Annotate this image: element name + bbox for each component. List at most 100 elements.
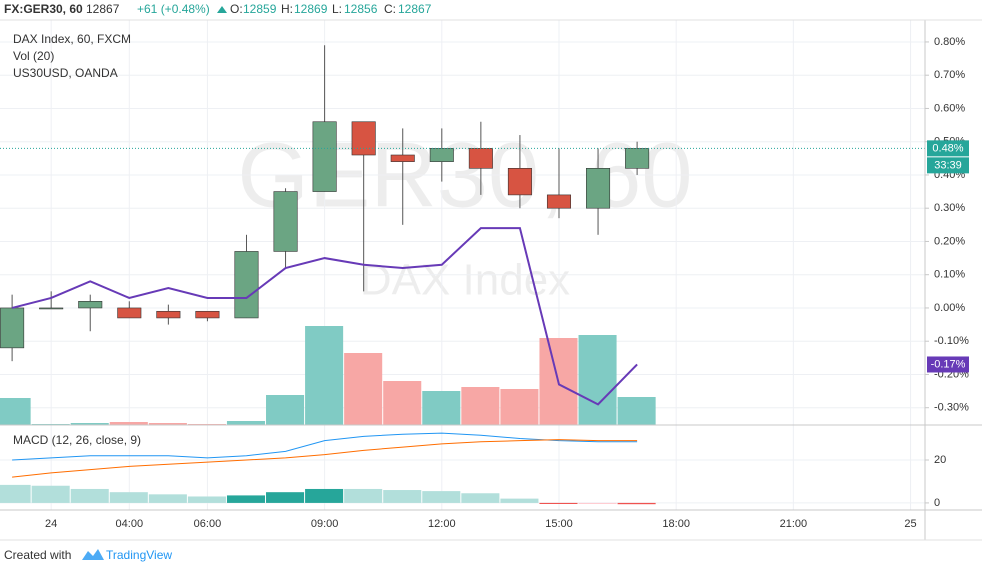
y-tick-label: -0.10% xyxy=(934,335,969,347)
x-tick-label: 18:00 xyxy=(662,518,690,530)
volume-bar xyxy=(617,397,656,425)
ohlc-value: 12869 xyxy=(294,2,328,16)
y-tick-label: 0.10% xyxy=(934,269,965,281)
price-label: 0.48% xyxy=(932,142,963,154)
histogram-bar xyxy=(578,502,617,504)
histogram-bar xyxy=(31,485,70,503)
x-tick-label: 21:00 xyxy=(780,518,808,530)
candle-body xyxy=(625,148,650,169)
price-label-box xyxy=(927,356,969,373)
histogram-bar xyxy=(383,490,422,503)
histogram-bar xyxy=(266,492,305,503)
histogram-bar xyxy=(500,498,539,503)
last-price: 12867 xyxy=(86,2,120,16)
y-tick-label: 0.70% xyxy=(934,69,965,81)
volume-bar xyxy=(461,387,500,425)
volume-bar xyxy=(226,421,266,425)
histogram-bar xyxy=(148,494,187,503)
watermark-text: DAX Index xyxy=(360,256,570,305)
compare-line xyxy=(11,227,638,406)
candle-body xyxy=(117,307,142,319)
candle-body xyxy=(39,307,64,310)
y-tick-label: 0.00% xyxy=(934,302,965,314)
symbol: FX:GER30, 60 xyxy=(4,2,83,16)
candle-body xyxy=(195,310,220,319)
macd-line xyxy=(12,432,638,461)
volume-bar xyxy=(383,381,422,425)
histogram-bar xyxy=(344,488,383,503)
volume-bar xyxy=(344,353,383,425)
countdown: 33:39 xyxy=(934,159,962,171)
volume-bar xyxy=(578,335,617,425)
x-tick-label: 06:00 xyxy=(194,518,222,530)
volume-bar xyxy=(305,326,344,425)
y-tick-label: 0.20% xyxy=(934,235,965,247)
price-label: -0.17% xyxy=(931,358,966,370)
candle-body xyxy=(351,121,376,156)
candle-body xyxy=(429,148,454,162)
x-tick-label: 04:00 xyxy=(116,518,144,530)
footer: Created with TradingView xyxy=(4,548,172,562)
legend: DAX Index, 60, FXCM Vol (20) US30USD, OA… xyxy=(13,32,141,447)
candle-body xyxy=(234,251,259,319)
ohlc-label: H: xyxy=(281,2,293,16)
footer-brand: TradingView xyxy=(106,548,172,562)
legend-entry: DAX Index, 60, FXCM xyxy=(13,32,131,46)
histogram-bar xyxy=(109,492,148,503)
y-tick-label: 0.80% xyxy=(934,36,965,48)
volume-bar xyxy=(148,423,187,425)
macd-title: MACD (12, 26, close, 9) xyxy=(13,433,141,447)
y-tick-label: 0 xyxy=(934,497,940,509)
ohlc-label: C: xyxy=(384,2,396,16)
signal-line xyxy=(12,439,638,478)
up-arrow xyxy=(217,6,227,13)
footer-prefix: Created with xyxy=(4,548,71,562)
price-label-box xyxy=(927,140,969,157)
countdown-box xyxy=(927,157,969,174)
histogram-bar xyxy=(226,495,266,503)
candle-body xyxy=(78,301,103,309)
candle-body xyxy=(546,194,572,209)
histogram-bar xyxy=(305,488,344,503)
volume-bar xyxy=(70,423,109,425)
y-tick-label: 20 xyxy=(934,454,946,466)
logo xyxy=(82,549,104,560)
histogram-bar xyxy=(70,488,109,503)
candle-body xyxy=(468,148,493,169)
histogram-bar xyxy=(617,502,656,505)
histogram-bar xyxy=(187,496,226,503)
x-tick-label: 24 xyxy=(45,518,57,530)
ohlc-value: 12859 xyxy=(243,2,277,16)
histogram-bar xyxy=(539,502,578,504)
x-tick-label: 12:00 xyxy=(428,518,456,530)
candle-body xyxy=(156,310,181,319)
change: +61 (+0.48%) xyxy=(137,2,210,16)
y-tick-label: 0.30% xyxy=(934,202,965,214)
x-tick-label: 25 xyxy=(904,518,916,530)
histogram-bar xyxy=(422,491,461,503)
plot xyxy=(0,45,925,505)
legend-entry: US30USD, OANDA xyxy=(13,66,118,80)
ohlc-label: O: xyxy=(230,2,243,16)
ohlc-label: L: xyxy=(332,2,342,16)
axes xyxy=(0,19,982,541)
candle-body xyxy=(312,121,337,192)
histogram-bar xyxy=(461,493,500,503)
candle-body xyxy=(273,191,298,252)
candle-body xyxy=(390,154,415,162)
x-tick-label: 09:00 xyxy=(311,518,339,530)
volume-bar xyxy=(0,398,31,425)
ohlc-value: 12856 xyxy=(344,2,378,16)
volume-bar xyxy=(266,395,305,425)
candle-body xyxy=(507,168,532,196)
volume-bar xyxy=(109,422,148,425)
y-tick-label: -0.30% xyxy=(934,402,969,414)
ohlc-value: 12867 xyxy=(398,2,432,16)
histogram-bar xyxy=(0,484,31,503)
candle-body xyxy=(586,168,611,209)
volume xyxy=(0,326,656,425)
header: FX:GER30, 60 12867 +61 (+0.48%) O: 12859… xyxy=(4,2,432,16)
